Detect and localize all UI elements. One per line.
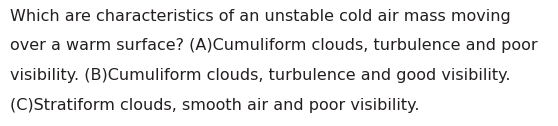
Text: (C)Stratiform clouds, smooth air and poor visibility.: (C)Stratiform clouds, smooth air and poo… — [10, 98, 420, 113]
Text: visibility. (B)Cumuliform clouds, turbulence and good visibility.: visibility. (B)Cumuliform clouds, turbul… — [10, 68, 511, 83]
Text: over a warm surface? (A)Cumuliform clouds, turbulence and poor: over a warm surface? (A)Cumuliform cloud… — [10, 38, 538, 53]
Text: Which are characteristics of an unstable cold air mass moving: Which are characteristics of an unstable… — [10, 9, 511, 24]
